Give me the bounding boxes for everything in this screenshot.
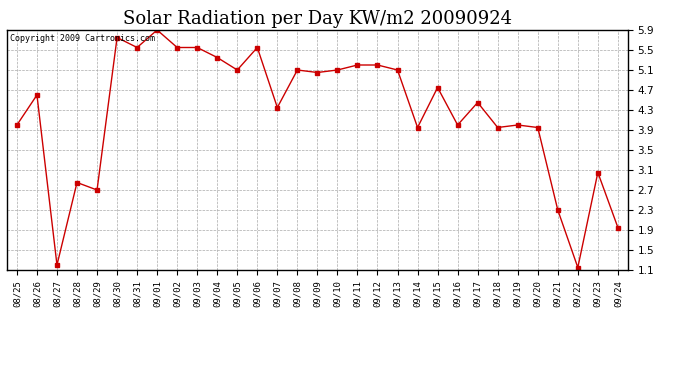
Title: Solar Radiation per Day KW/m2 20090924: Solar Radiation per Day KW/m2 20090924 — [123, 10, 512, 28]
Text: Copyright 2009 Cartronics.com: Copyright 2009 Cartronics.com — [10, 34, 155, 43]
